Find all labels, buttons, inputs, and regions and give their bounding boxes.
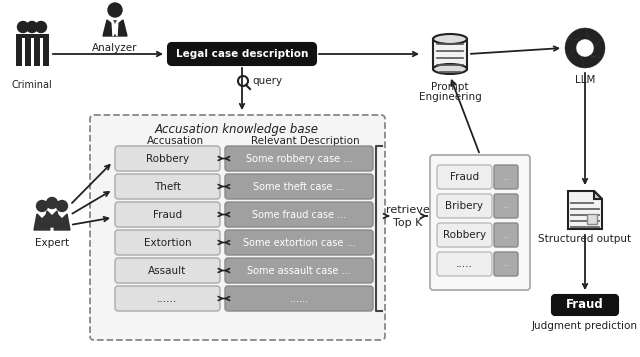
Text: Some assault case ...: Some assault case ...: [247, 266, 351, 276]
Text: Accusation knowledge base: Accusation knowledge base: [155, 123, 319, 136]
Circle shape: [26, 21, 38, 32]
Text: ...: ...: [502, 172, 510, 181]
Polygon shape: [112, 20, 118, 36]
Text: Some fraud case ...: Some fraud case ...: [252, 210, 346, 220]
Text: ...: ...: [502, 231, 510, 240]
Text: Engineering: Engineering: [419, 92, 481, 102]
FancyBboxPatch shape: [225, 286, 373, 311]
Text: query: query: [252, 76, 282, 86]
Polygon shape: [565, 38, 580, 58]
Text: Fraud: Fraud: [566, 298, 604, 312]
FancyBboxPatch shape: [115, 146, 220, 171]
Text: Some theft case ...: Some theft case ...: [253, 181, 345, 191]
Bar: [42, 34, 49, 66]
Bar: [33, 34, 40, 66]
Text: Robbery: Robbery: [146, 154, 189, 164]
Polygon shape: [589, 38, 605, 58]
Text: Judgment prediction: Judgment prediction: [532, 321, 638, 331]
Text: Some robbery case ...: Some robbery case ...: [246, 154, 352, 164]
Ellipse shape: [433, 64, 467, 74]
Bar: [15, 34, 22, 66]
Text: Analyzer: Analyzer: [92, 43, 138, 53]
Text: Legal case description: Legal case description: [176, 49, 308, 59]
Text: ......: ......: [290, 293, 308, 303]
FancyBboxPatch shape: [225, 258, 373, 283]
Bar: [15, 34, 49, 37]
Text: Criminal: Criminal: [12, 80, 52, 90]
Text: retrieve: retrieve: [386, 205, 430, 215]
FancyBboxPatch shape: [168, 43, 316, 65]
Text: Assault: Assault: [148, 266, 187, 276]
Polygon shape: [44, 211, 60, 227]
Text: Robbery: Robbery: [443, 230, 486, 240]
FancyBboxPatch shape: [552, 295, 618, 315]
Circle shape: [56, 201, 67, 211]
FancyBboxPatch shape: [225, 146, 373, 171]
Text: ......: ......: [157, 293, 178, 303]
Text: Prompt: Prompt: [431, 82, 468, 92]
Bar: [433, 39, 467, 69]
FancyBboxPatch shape: [494, 165, 518, 189]
FancyBboxPatch shape: [115, 202, 220, 227]
Text: ...: ...: [502, 201, 510, 211]
Text: Top K: Top K: [394, 218, 422, 228]
Text: Fraud: Fraud: [153, 210, 182, 220]
Polygon shape: [113, 20, 117, 24]
Polygon shape: [568, 191, 602, 229]
Text: Expert: Expert: [35, 238, 69, 248]
Text: Relevant Description: Relevant Description: [251, 136, 359, 146]
Text: ...: ...: [502, 260, 510, 268]
Polygon shape: [580, 56, 602, 68]
Bar: [587, 214, 597, 224]
Text: Fraud: Fraud: [450, 172, 479, 182]
FancyBboxPatch shape: [430, 155, 530, 290]
FancyBboxPatch shape: [494, 223, 518, 247]
FancyBboxPatch shape: [225, 202, 373, 227]
FancyBboxPatch shape: [437, 194, 492, 218]
Text: Accusation: Accusation: [147, 136, 204, 146]
Ellipse shape: [433, 34, 467, 44]
Polygon shape: [568, 28, 589, 40]
FancyBboxPatch shape: [115, 258, 220, 283]
Circle shape: [35, 21, 47, 32]
Text: LLM: LLM: [575, 75, 595, 85]
FancyBboxPatch shape: [494, 194, 518, 218]
Text: Theft: Theft: [154, 181, 181, 191]
Polygon shape: [34, 214, 50, 230]
FancyBboxPatch shape: [90, 115, 385, 340]
Text: Bribery: Bribery: [445, 201, 483, 211]
FancyBboxPatch shape: [225, 174, 373, 199]
Circle shape: [47, 197, 58, 208]
FancyBboxPatch shape: [437, 165, 492, 189]
Bar: [24, 34, 31, 66]
Text: .....: .....: [456, 259, 473, 269]
FancyBboxPatch shape: [437, 223, 492, 247]
FancyBboxPatch shape: [115, 286, 220, 311]
Text: Extortion: Extortion: [144, 237, 191, 247]
FancyBboxPatch shape: [115, 174, 220, 199]
Circle shape: [17, 21, 29, 32]
Polygon shape: [54, 214, 70, 230]
FancyBboxPatch shape: [115, 230, 220, 255]
Polygon shape: [585, 28, 602, 48]
Polygon shape: [103, 20, 127, 36]
Text: Some extortion case ...: Some extortion case ...: [243, 237, 355, 247]
Polygon shape: [594, 191, 602, 199]
Polygon shape: [568, 48, 585, 68]
Text: Structured output: Structured output: [538, 234, 632, 244]
FancyBboxPatch shape: [437, 252, 492, 276]
Circle shape: [108, 3, 122, 17]
FancyBboxPatch shape: [494, 252, 518, 276]
FancyBboxPatch shape: [225, 230, 373, 255]
Circle shape: [36, 201, 47, 211]
